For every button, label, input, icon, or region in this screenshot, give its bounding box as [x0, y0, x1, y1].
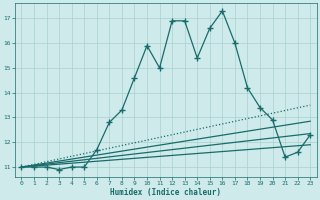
X-axis label: Humidex (Indice chaleur): Humidex (Indice chaleur)	[110, 188, 221, 197]
